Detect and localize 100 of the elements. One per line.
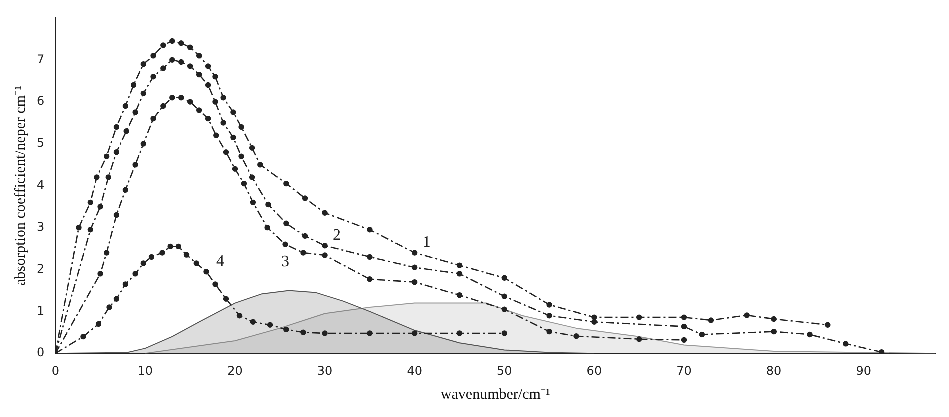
- point: [300, 250, 306, 256]
- point: [170, 95, 176, 101]
- point: [96, 321, 102, 328]
- point: [241, 180, 248, 187]
- point: [546, 328, 552, 335]
- point: [322, 243, 328, 249]
- point: [98, 271, 104, 277]
- y-tick-label: 3: [36, 220, 45, 234]
- x-tick-label: 40: [407, 364, 422, 378]
- point: [212, 74, 218, 80]
- point: [681, 324, 688, 330]
- point: [176, 244, 182, 250]
- point: [148, 254, 155, 260]
- point: [205, 64, 212, 70]
- point: [214, 132, 220, 138]
- point: [122, 282, 129, 288]
- series-label: 1: [422, 234, 431, 251]
- point: [574, 334, 580, 340]
- point: [744, 312, 750, 318]
- point: [266, 202, 272, 208]
- y-tick-label: 1: [36, 304, 45, 318]
- point: [456, 271, 463, 277]
- point: [232, 166, 238, 172]
- point: [88, 200, 94, 206]
- y-tick-label: 0: [36, 346, 45, 360]
- point: [282, 242, 288, 248]
- point: [302, 233, 308, 240]
- y-tick-label: 4: [36, 178, 45, 192]
- point: [771, 328, 777, 335]
- point: [681, 314, 688, 320]
- point: [114, 124, 120, 130]
- y-tick-label: 2: [36, 262, 45, 276]
- point: [114, 150, 120, 156]
- point: [322, 210, 328, 216]
- point: [771, 316, 777, 322]
- x-axis-title: wavenumber/cm⁻¹: [440, 386, 550, 403]
- point: [140, 141, 146, 147]
- point: [843, 341, 849, 347]
- series-label: 2: [333, 226, 342, 244]
- point: [699, 332, 706, 338]
- point: [212, 99, 218, 105]
- point: [367, 330, 373, 336]
- point: [284, 180, 290, 187]
- point: [184, 252, 190, 258]
- point: [150, 53, 156, 59]
- point: [204, 268, 210, 275]
- point: [114, 212, 120, 218]
- point: [300, 330, 306, 336]
- point: [212, 282, 218, 288]
- point: [88, 227, 94, 233]
- y-tick-label: 5: [36, 136, 45, 150]
- point: [249, 145, 256, 152]
- point: [170, 38, 176, 44]
- point: [249, 174, 256, 180]
- point: [456, 330, 463, 336]
- point: [502, 306, 508, 312]
- point: [104, 250, 110, 256]
- point: [502, 330, 508, 336]
- x-tick-label: 90: [856, 364, 872, 378]
- point: [168, 244, 174, 250]
- point: [160, 66, 166, 72]
- x-tick-label: 50: [497, 364, 512, 378]
- point: [76, 224, 82, 231]
- x-tick-label: 20: [228, 364, 243, 378]
- series-label: 3: [282, 254, 290, 271]
- point: [80, 334, 86, 340]
- point: [502, 294, 508, 300]
- point: [196, 72, 202, 78]
- point: [132, 162, 138, 168]
- point: [267, 322, 274, 328]
- point: [456, 292, 463, 298]
- point: [223, 150, 230, 156]
- point: [104, 154, 110, 160]
- point: [178, 59, 184, 66]
- point: [187, 99, 194, 105]
- point: [708, 318, 714, 324]
- x-tick-label: 80: [766, 364, 782, 378]
- point: [322, 330, 328, 336]
- point: [238, 124, 244, 130]
- point: [592, 319, 598, 326]
- y-axis-title: absorption coefficient/neper cm⁻¹: [12, 86, 29, 286]
- point: [130, 82, 137, 88]
- point: [187, 44, 194, 50]
- point: [546, 302, 552, 308]
- point: [98, 204, 104, 210]
- point: [412, 330, 418, 336]
- point: [150, 74, 156, 80]
- point: [681, 337, 688, 344]
- point: [367, 276, 373, 282]
- point: [150, 116, 156, 122]
- point: [367, 227, 373, 233]
- point: [132, 110, 138, 116]
- point: [412, 279, 418, 286]
- point: [94, 174, 100, 180]
- x-tick-label: 10: [138, 364, 154, 378]
- point: [196, 108, 202, 114]
- x-tick-label: 30: [317, 364, 333, 378]
- point: [132, 271, 138, 277]
- point: [412, 264, 418, 271]
- point: [106, 174, 112, 180]
